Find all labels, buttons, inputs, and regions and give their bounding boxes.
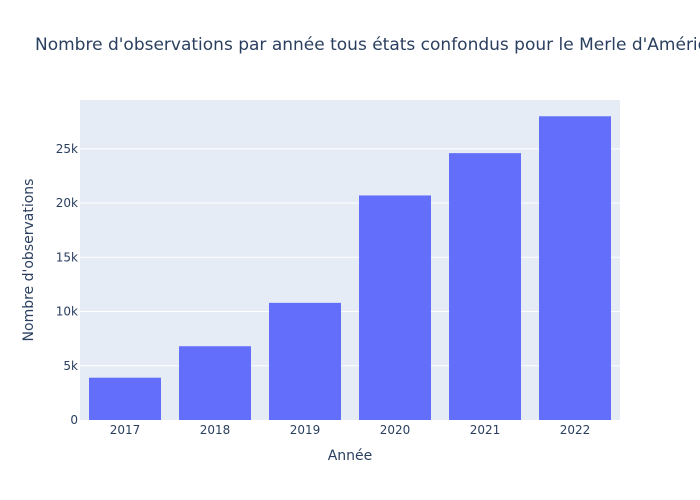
gridlines [80,148,620,367]
bar-2021[interactable] [449,153,521,421]
x-tick-label: 2019 [290,423,321,437]
bar-2022[interactable] [539,116,611,421]
x-tick-label: 2018 [200,423,231,437]
x-tick-label: 2022 [560,423,591,437]
bars [89,116,611,421]
y-tick-label: 15k [56,250,78,264]
chart-title: Nombre d'observations par année tous éta… [35,35,700,55]
y-tick-label: 0 [70,413,78,427]
y-axis-title: Nombre d'observations [21,179,37,342]
x-tick-label: 2020 [380,423,411,437]
y-tick-label: 5k [63,359,78,373]
bar-2020[interactable] [359,195,431,420]
x-tick-label: 2017 [110,423,141,437]
bar-2017[interactable] [89,377,161,420]
x-tick-label: 2021 [470,423,501,437]
x-axis-title: Année [328,448,373,464]
y-tick-label: 10k [56,305,78,319]
y-tick-labels: 0 5k 10k 15k 20k 25k [56,142,78,427]
plot-area [80,100,620,420]
x-tick-labels: 2017 2018 2019 2020 2021 2022 [110,423,591,437]
bar-2019[interactable] [269,302,341,420]
y-tick-label: 20k [56,196,78,210]
y-tick-label: 25k [56,142,78,156]
bar-2018[interactable] [179,346,251,420]
